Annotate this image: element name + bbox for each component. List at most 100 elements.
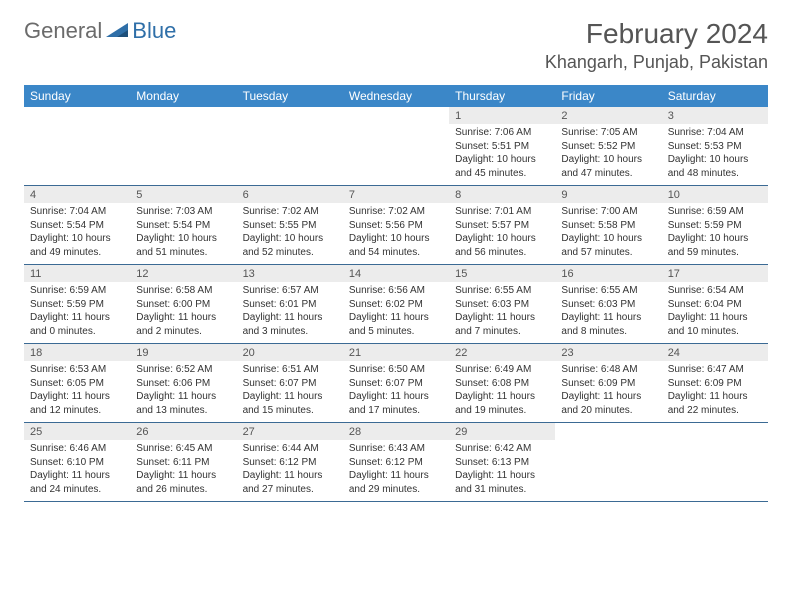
week-row: 1Sunrise: 7:06 AMSunset: 5:51 PMDaylight… — [24, 107, 768, 186]
day-content — [555, 440, 661, 446]
brand-text-1: General — [24, 18, 102, 44]
day-number — [662, 423, 768, 440]
day-cell — [237, 107, 343, 185]
day-cell: 10Sunrise: 6:59 AMSunset: 5:59 PMDayligh… — [662, 186, 768, 264]
day-content: Sunrise: 6:48 AMSunset: 6:09 PMDaylight:… — [555, 361, 661, 421]
day-cell: 26Sunrise: 6:45 AMSunset: 6:11 PMDayligh… — [130, 423, 236, 501]
week-row: 18Sunrise: 6:53 AMSunset: 6:05 PMDayligh… — [24, 344, 768, 423]
day-ss: Sunset: 5:59 PM — [668, 219, 762, 233]
day-sr: Sunrise: 7:01 AM — [455, 205, 549, 219]
day-ss: Sunset: 5:59 PM — [30, 298, 124, 312]
weekday-label: Thursday — [449, 89, 555, 103]
weekday-label: Saturday — [662, 89, 768, 103]
day-cell: 25Sunrise: 6:46 AMSunset: 6:10 PMDayligh… — [24, 423, 130, 501]
day-number: 7 — [343, 186, 449, 203]
day-dl2: and 12 minutes. — [30, 404, 124, 418]
day-dl1: Daylight: 11 hours — [668, 390, 762, 404]
day-content: Sunrise: 6:42 AMSunset: 6:13 PMDaylight:… — [449, 440, 555, 500]
day-cell: 15Sunrise: 6:55 AMSunset: 6:03 PMDayligh… — [449, 265, 555, 343]
day-content: Sunrise: 6:50 AMSunset: 6:07 PMDaylight:… — [343, 361, 449, 421]
day-number: 25 — [24, 423, 130, 440]
day-dl2: and 48 minutes. — [668, 167, 762, 181]
day-dl2: and 10 minutes. — [668, 325, 762, 339]
day-cell: 3Sunrise: 7:04 AMSunset: 5:53 PMDaylight… — [662, 107, 768, 185]
day-sr: Sunrise: 6:49 AM — [455, 363, 549, 377]
day-cell: 1Sunrise: 7:06 AMSunset: 5:51 PMDaylight… — [449, 107, 555, 185]
day-content: Sunrise: 6:52 AMSunset: 6:06 PMDaylight:… — [130, 361, 236, 421]
day-sr: Sunrise: 6:43 AM — [349, 442, 443, 456]
day-dl1: Daylight: 10 hours — [455, 153, 549, 167]
day-dl1: Daylight: 11 hours — [30, 390, 124, 404]
day-ss: Sunset: 6:11 PM — [136, 456, 230, 470]
day-content: Sunrise: 7:04 AMSunset: 5:53 PMDaylight:… — [662, 124, 768, 184]
day-cell — [130, 107, 236, 185]
day-number: 14 — [343, 265, 449, 282]
day-content — [24, 124, 130, 130]
day-sr: Sunrise: 6:47 AM — [668, 363, 762, 377]
day-number: 3 — [662, 107, 768, 124]
weekday-label: Wednesday — [343, 89, 449, 103]
day-dl1: Daylight: 10 hours — [136, 232, 230, 246]
day-number: 22 — [449, 344, 555, 361]
day-number — [130, 107, 236, 124]
week-row: 25Sunrise: 6:46 AMSunset: 6:10 PMDayligh… — [24, 423, 768, 502]
day-content: Sunrise: 6:59 AMSunset: 5:59 PMDaylight:… — [662, 203, 768, 263]
day-dl2: and 24 minutes. — [30, 483, 124, 497]
day-dl2: and 59 minutes. — [668, 246, 762, 260]
day-sr: Sunrise: 6:46 AM — [30, 442, 124, 456]
day-ss: Sunset: 6:01 PM — [243, 298, 337, 312]
day-dl1: Daylight: 10 hours — [349, 232, 443, 246]
day-dl2: and 13 minutes. — [136, 404, 230, 418]
day-content: Sunrise: 6:46 AMSunset: 6:10 PMDaylight:… — [24, 440, 130, 500]
day-cell: 18Sunrise: 6:53 AMSunset: 6:05 PMDayligh… — [24, 344, 130, 422]
day-number: 24 — [662, 344, 768, 361]
day-content: Sunrise: 6:54 AMSunset: 6:04 PMDaylight:… — [662, 282, 768, 342]
day-sr: Sunrise: 6:42 AM — [455, 442, 549, 456]
day-cell: 20Sunrise: 6:51 AMSunset: 6:07 PMDayligh… — [237, 344, 343, 422]
day-dl1: Daylight: 11 hours — [349, 469, 443, 483]
day-cell: 12Sunrise: 6:58 AMSunset: 6:00 PMDayligh… — [130, 265, 236, 343]
day-dl2: and 19 minutes. — [455, 404, 549, 418]
day-dl2: and 5 minutes. — [349, 325, 443, 339]
day-dl1: Daylight: 10 hours — [668, 153, 762, 167]
day-sr: Sunrise: 6:54 AM — [668, 284, 762, 298]
day-cell: 11Sunrise: 6:59 AMSunset: 5:59 PMDayligh… — [24, 265, 130, 343]
day-content: Sunrise: 6:57 AMSunset: 6:01 PMDaylight:… — [237, 282, 343, 342]
day-ss: Sunset: 6:02 PM — [349, 298, 443, 312]
calendar: Sunday Monday Tuesday Wednesday Thursday… — [24, 85, 768, 502]
day-ss: Sunset: 5:55 PM — [243, 219, 337, 233]
day-cell: 23Sunrise: 6:48 AMSunset: 6:09 PMDayligh… — [555, 344, 661, 422]
day-ss: Sunset: 6:07 PM — [243, 377, 337, 391]
day-ss: Sunset: 5:52 PM — [561, 140, 655, 154]
day-number: 2 — [555, 107, 661, 124]
weekday-label: Monday — [130, 89, 236, 103]
day-sr: Sunrise: 7:04 AM — [30, 205, 124, 219]
day-cell: 16Sunrise: 6:55 AMSunset: 6:03 PMDayligh… — [555, 265, 661, 343]
day-dl2: and 22 minutes. — [668, 404, 762, 418]
day-cell: 4Sunrise: 7:04 AMSunset: 5:54 PMDaylight… — [24, 186, 130, 264]
day-dl2: and 20 minutes. — [561, 404, 655, 418]
day-dl1: Daylight: 10 hours — [561, 153, 655, 167]
day-ss: Sunset: 6:03 PM — [561, 298, 655, 312]
week-row: 4Sunrise: 7:04 AMSunset: 5:54 PMDaylight… — [24, 186, 768, 265]
day-dl2: and 3 minutes. — [243, 325, 337, 339]
day-sr: Sunrise: 7:03 AM — [136, 205, 230, 219]
location-text: Khangarh, Punjab, Pakistan — [545, 52, 768, 73]
day-number: 23 — [555, 344, 661, 361]
day-content: Sunrise: 7:05 AMSunset: 5:52 PMDaylight:… — [555, 124, 661, 184]
day-content — [343, 124, 449, 130]
day-content — [130, 124, 236, 130]
day-content: Sunrise: 6:53 AMSunset: 6:05 PMDaylight:… — [24, 361, 130, 421]
day-sr: Sunrise: 7:00 AM — [561, 205, 655, 219]
day-ss: Sunset: 6:09 PM — [668, 377, 762, 391]
day-number: 26 — [130, 423, 236, 440]
day-dl2: and 27 minutes. — [243, 483, 337, 497]
day-dl1: Daylight: 11 hours — [136, 390, 230, 404]
day-dl1: Daylight: 10 hours — [455, 232, 549, 246]
day-sr: Sunrise: 7:02 AM — [243, 205, 337, 219]
day-cell — [662, 423, 768, 501]
day-sr: Sunrise: 6:55 AM — [455, 284, 549, 298]
day-dl1: Daylight: 11 hours — [349, 390, 443, 404]
day-dl2: and 29 minutes. — [349, 483, 443, 497]
day-cell: 8Sunrise: 7:01 AMSunset: 5:57 PMDaylight… — [449, 186, 555, 264]
